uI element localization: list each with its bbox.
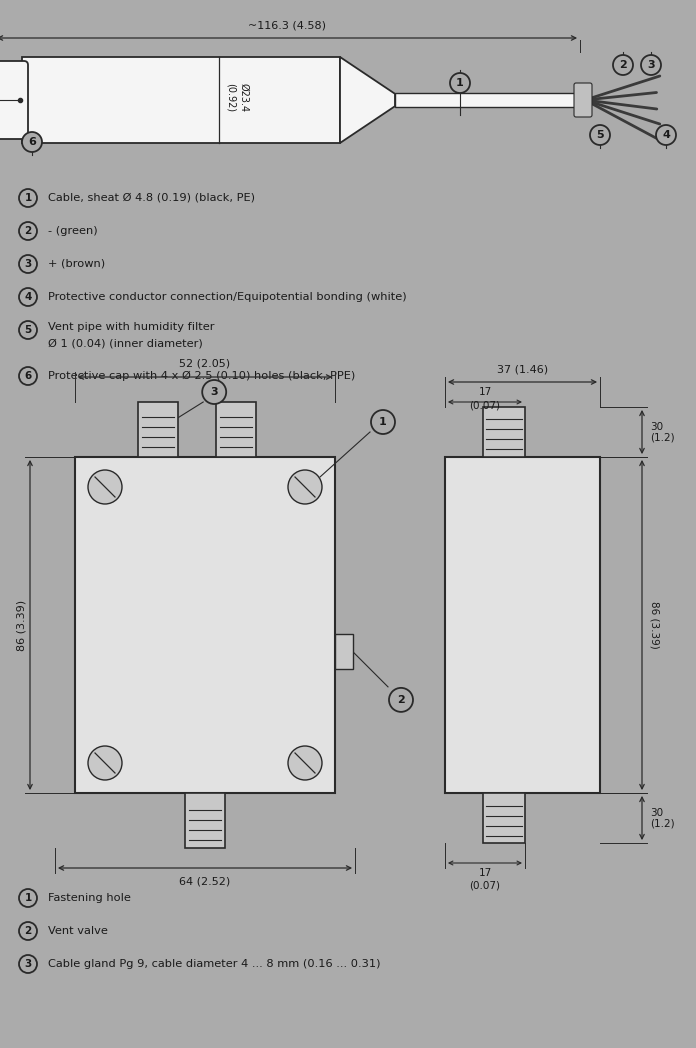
Text: + (brown): + (brown) xyxy=(48,259,105,269)
Text: 5: 5 xyxy=(596,130,604,140)
Bar xyxy=(335,634,353,670)
Text: - (green): - (green) xyxy=(48,226,97,236)
Bar xyxy=(139,402,178,457)
Bar xyxy=(216,402,256,457)
Circle shape xyxy=(288,746,322,780)
Text: 17: 17 xyxy=(478,868,491,878)
Text: 3: 3 xyxy=(24,959,31,969)
Circle shape xyxy=(450,73,470,93)
Circle shape xyxy=(641,54,661,75)
Text: 86 (3.39): 86 (3.39) xyxy=(17,599,27,651)
Text: 37 (1.46): 37 (1.46) xyxy=(497,364,548,374)
Circle shape xyxy=(88,470,122,504)
Circle shape xyxy=(613,54,633,75)
Bar xyxy=(75,457,335,793)
Text: Protective conductor connection/Equipotential bonding (white): Protective conductor connection/Equipote… xyxy=(48,292,406,302)
Bar xyxy=(483,793,525,843)
Text: 1: 1 xyxy=(379,417,387,427)
Text: 2: 2 xyxy=(619,60,627,70)
Text: 4: 4 xyxy=(24,292,32,302)
Text: (0.07): (0.07) xyxy=(469,881,500,891)
Polygon shape xyxy=(340,57,395,143)
Text: 3: 3 xyxy=(647,60,655,70)
Circle shape xyxy=(19,288,37,306)
Text: 2: 2 xyxy=(24,226,31,236)
Text: Protective cap with 4 x Ø 2.5 (0.10) holes (black, PPE): Protective cap with 4 x Ø 2.5 (0.10) hol… xyxy=(48,371,355,381)
Text: 86 (3.39): 86 (3.39) xyxy=(650,602,660,649)
FancyBboxPatch shape xyxy=(574,83,592,117)
Circle shape xyxy=(656,125,676,145)
Circle shape xyxy=(22,132,42,152)
Text: 64 (2.52): 64 (2.52) xyxy=(180,876,230,886)
Text: ~116.3 (4.58): ~116.3 (4.58) xyxy=(248,20,326,30)
Text: 1: 1 xyxy=(456,78,464,88)
Text: 17: 17 xyxy=(478,387,491,397)
Text: Vent valve: Vent valve xyxy=(48,926,108,936)
Text: 5: 5 xyxy=(24,325,31,335)
Text: 6: 6 xyxy=(24,371,31,381)
Text: 2: 2 xyxy=(24,926,31,936)
Circle shape xyxy=(19,367,37,385)
Circle shape xyxy=(19,889,37,907)
Text: Fastening hole: Fastening hole xyxy=(48,893,131,903)
Text: Cable gland Pg 9, cable diameter 4 ... 8 mm (0.16 ... 0.31): Cable gland Pg 9, cable diameter 4 ... 8… xyxy=(48,959,381,969)
Text: Ø23.4
(0.92): Ø23.4 (0.92) xyxy=(226,84,248,112)
Circle shape xyxy=(19,189,37,208)
Text: 4: 4 xyxy=(662,130,670,140)
Circle shape xyxy=(203,380,226,403)
Text: Vent pipe with humidity filter: Vent pipe with humidity filter xyxy=(48,322,214,332)
Text: 30
(1.2): 30 (1.2) xyxy=(650,808,674,828)
Bar xyxy=(20,63,26,137)
Text: 30
(1.2): 30 (1.2) xyxy=(650,421,674,442)
Text: 3: 3 xyxy=(24,259,31,269)
Text: 2: 2 xyxy=(397,695,405,705)
Circle shape xyxy=(389,687,413,712)
Circle shape xyxy=(19,255,37,272)
Circle shape xyxy=(288,470,322,504)
Circle shape xyxy=(19,922,37,940)
Bar xyxy=(445,457,600,793)
Bar xyxy=(483,407,525,457)
Bar xyxy=(22,57,340,143)
Text: 6: 6 xyxy=(28,137,36,147)
Text: 1: 1 xyxy=(24,193,31,203)
FancyBboxPatch shape xyxy=(0,61,28,139)
Text: 52 (2.05): 52 (2.05) xyxy=(180,359,230,369)
Circle shape xyxy=(88,746,122,780)
Circle shape xyxy=(371,410,395,434)
Bar xyxy=(395,93,580,107)
Text: Ø 1 (0.04) (inner diameter): Ø 1 (0.04) (inner diameter) xyxy=(48,339,203,348)
Text: 1: 1 xyxy=(24,893,31,903)
Bar xyxy=(185,793,225,848)
Text: Cable, sheat Ø 4.8 (0.19) (black, PE): Cable, sheat Ø 4.8 (0.19) (black, PE) xyxy=(48,193,255,203)
Circle shape xyxy=(19,955,37,973)
Circle shape xyxy=(19,222,37,240)
Text: 3: 3 xyxy=(210,387,218,397)
Text: (0.07): (0.07) xyxy=(469,400,500,410)
Circle shape xyxy=(590,125,610,145)
Circle shape xyxy=(19,321,37,339)
